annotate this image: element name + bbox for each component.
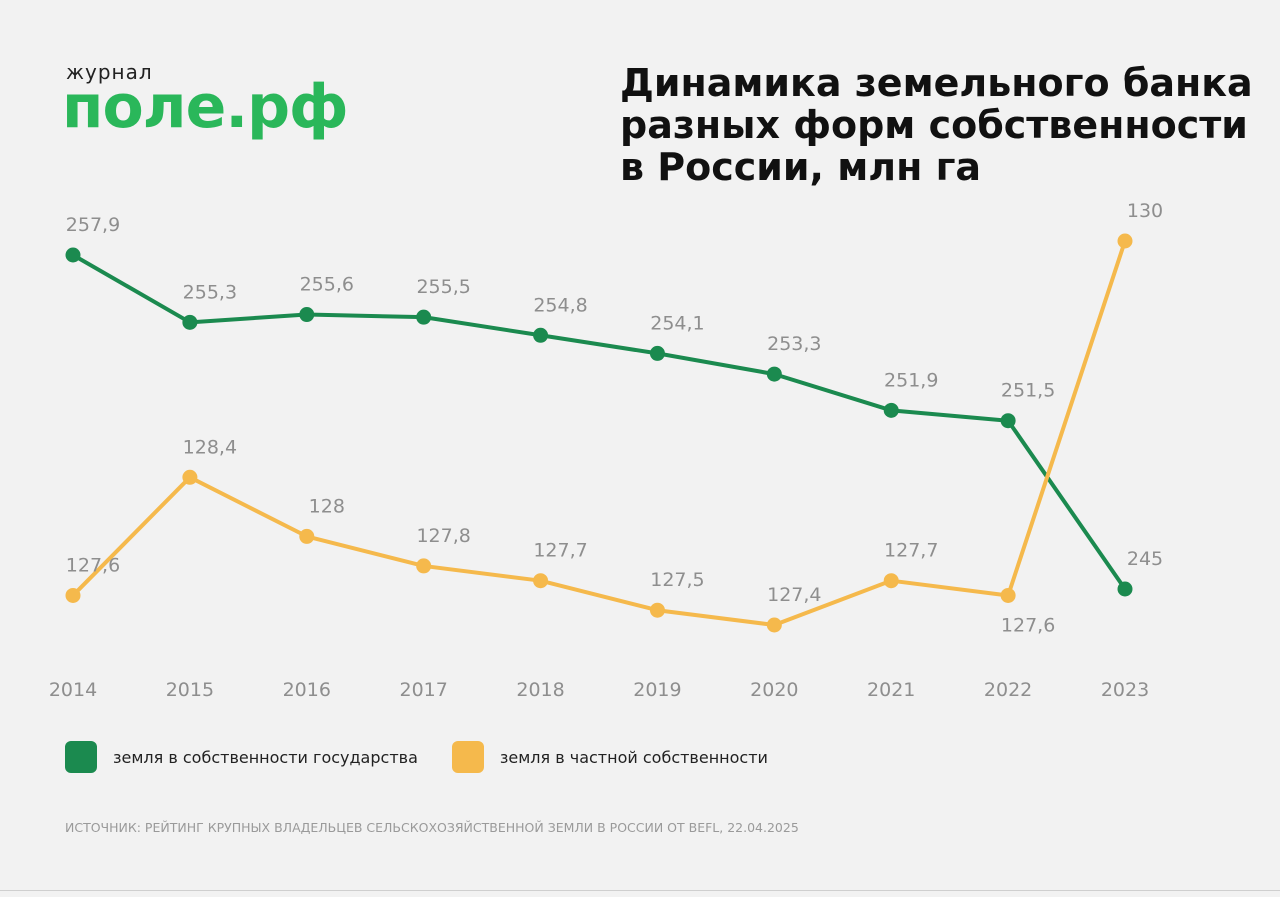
x-tick-label: 2022 <box>984 679 1032 701</box>
data-point-private <box>883 573 899 589</box>
data-point-state <box>65 247 81 263</box>
legend-swatch-state <box>65 741 97 773</box>
data-label: 127,4 <box>767 584 821 606</box>
chart-title-line-3: в России, млн га <box>620 145 982 189</box>
data-label: 251,5 <box>1001 380 1055 402</box>
data-label: 128 <box>309 495 345 517</box>
data-point-private <box>1117 233 1133 249</box>
data-label: 255,5 <box>416 276 470 298</box>
logo: поле.рф <box>62 72 349 142</box>
legend: земля в собственности государства земля … <box>65 741 802 773</box>
data-point-private <box>533 573 549 589</box>
x-tick-label: 2017 <box>399 679 447 701</box>
data-label: 251,9 <box>884 369 938 391</box>
x-tick-label: 2023 <box>1101 679 1149 701</box>
data-label: 127,7 <box>884 540 938 562</box>
data-point-private <box>416 558 432 574</box>
chart-title-line-1: Динамика земельного банка <box>620 61 1253 105</box>
data-label: 127,5 <box>650 569 704 591</box>
data-label: 255,3 <box>183 281 237 303</box>
data-point-private <box>65 587 81 603</box>
data-label: 127,6 <box>66 554 120 576</box>
data-point-state <box>533 327 549 343</box>
data-label: 257,9 <box>66 214 120 236</box>
data-point-state <box>416 309 432 325</box>
x-tick-label: 2014 <box>49 679 97 701</box>
data-label: 255,6 <box>300 274 354 296</box>
legend-swatch-private <box>451 741 484 773</box>
data-point-state <box>883 402 899 418</box>
data-label: 127,7 <box>533 540 587 562</box>
data-point-private <box>182 469 198 485</box>
data-label: 127,8 <box>416 525 470 547</box>
data-point-state <box>649 345 665 361</box>
x-tick-label: 2019 <box>633 679 681 701</box>
data-point-private <box>649 602 665 618</box>
data-label: 127,6 <box>1001 614 1055 636</box>
data-point-private <box>766 617 782 633</box>
series-line-state <box>71 253 1127 591</box>
logo-subtitle: журнал <box>66 60 153 84</box>
data-point-state <box>1000 413 1016 429</box>
data-label: 254,1 <box>650 312 704 334</box>
data-point-state <box>182 314 198 330</box>
data-label: 130 <box>1127 200 1163 222</box>
data-label: 253,3 <box>767 333 821 355</box>
x-tick-label: 2020 <box>750 679 798 701</box>
data-point-private <box>299 528 315 544</box>
data-point-private <box>1000 587 1016 603</box>
divider <box>0 890 1280 891</box>
legend-label-private: земля в частной собственности <box>499 747 768 767</box>
legend-label-state: земля в собственности государства <box>113 747 418 767</box>
series-line-private <box>71 239 1127 627</box>
data-label: 254,8 <box>533 294 587 316</box>
x-tick-label: 2015 <box>166 679 214 701</box>
x-tick-label: 2021 <box>867 679 915 701</box>
legend-item-private: земля в частной собственности <box>451 741 768 773</box>
source-note: ИСТОЧНИК: РЕЙТИНГ КРУПНЫХ ВЛАДЕЛЬЦЕВ СЕЛ… <box>65 820 799 835</box>
data-label: 245 <box>1127 548 1163 570</box>
data-point-state <box>766 366 782 382</box>
data-point-state <box>299 307 315 323</box>
data-label: 128,4 <box>183 436 237 458</box>
legend-item-state: земля в собственности государства <box>65 741 418 773</box>
x-tick-label: 2016 <box>283 679 331 701</box>
chart-title: Динамика земельного банка разных форм со… <box>620 61 1253 189</box>
chart-title-line-2: разных форм собственности <box>620 103 1248 147</box>
x-tick-label: 2018 <box>516 679 564 701</box>
data-point-state <box>1117 581 1133 597</box>
